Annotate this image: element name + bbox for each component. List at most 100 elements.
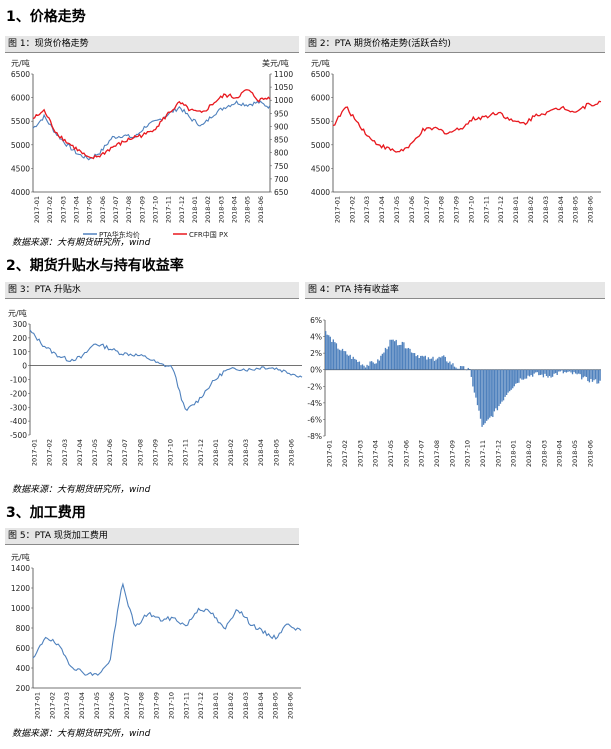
y-tick-label: 6% bbox=[310, 316, 322, 325]
y-tick-label: 6500 bbox=[311, 70, 330, 79]
x-tick-label: 2017-08 bbox=[136, 439, 144, 466]
x-tick-label: 2018-06 bbox=[257, 196, 265, 223]
carry-yield-bar bbox=[446, 361, 448, 370]
y-tick-label: 6500 bbox=[11, 70, 30, 79]
y-tick-label: -4% bbox=[307, 399, 322, 408]
carry-yield-bar bbox=[585, 369, 587, 378]
figure-1-divider bbox=[5, 52, 299, 53]
carry-yield-bar bbox=[400, 344, 402, 370]
carry-yield-bar bbox=[361, 364, 364, 370]
figure-3-divider bbox=[5, 298, 299, 299]
carry-yield-bar bbox=[335, 343, 338, 370]
carry-yield-bar bbox=[532, 369, 534, 377]
figure-5-divider bbox=[5, 544, 299, 545]
x-tick-label: 2018-05 bbox=[272, 439, 280, 466]
x-tick-label: 2018-02 bbox=[227, 692, 235, 719]
carry-yield-bar bbox=[587, 369, 589, 382]
chart-processing-fee: 元/吨 200 400 600 800 1000 1200 1400 2017-01 2017-0… bbox=[11, 552, 302, 719]
x-tick-label: 2017-01 bbox=[33, 196, 41, 223]
carry-yield-bar bbox=[440, 357, 442, 370]
carry-yield-bar bbox=[550, 369, 552, 378]
y2-tick-label: 700 bbox=[274, 175, 289, 184]
carry-yield-bar bbox=[443, 355, 445, 370]
x-tick-label: 2018-03 bbox=[242, 439, 250, 466]
carry-yield-bar bbox=[346, 354, 348, 370]
section-title-basis-carry: 2、期货升贴水与持有收益率 bbox=[6, 258, 184, 274]
x-tick-label: 2017-03 bbox=[363, 196, 371, 223]
carry-yield-bar bbox=[519, 369, 522, 379]
x-tick-label: 2017-11 bbox=[165, 196, 173, 223]
x-tick-label: 2017-10 bbox=[151, 196, 159, 223]
carry-yield-bar bbox=[512, 369, 514, 389]
x-tick-label: 2017-09 bbox=[138, 196, 146, 223]
carry-yield-bar bbox=[556, 369, 558, 375]
y-tick-label: 200 bbox=[13, 334, 28, 343]
carry-yield-bar bbox=[364, 367, 367, 370]
carry-yield-bar bbox=[542, 369, 545, 378]
carry-yield-bar bbox=[394, 341, 396, 370]
carry-yield-bar bbox=[424, 355, 426, 370]
carry-yield-bar bbox=[568, 369, 571, 372]
carry-yield-bar bbox=[358, 361, 361, 370]
x-tick-label: 2017-06 bbox=[408, 196, 416, 223]
y-tick-label: 5500 bbox=[11, 117, 30, 126]
y-tick-label: 800 bbox=[16, 624, 31, 633]
series-line-1 bbox=[32, 582, 302, 677]
carry-yield-bar bbox=[418, 358, 420, 370]
carry-yield-bar bbox=[571, 369, 574, 375]
carry-yield-bar bbox=[397, 345, 399, 370]
series-line-1 bbox=[32, 100, 271, 161]
carry-yield-bar bbox=[374, 363, 376, 370]
x-tick-label: 2017-11 bbox=[182, 439, 190, 466]
carry-yield-bar bbox=[509, 369, 511, 392]
x-tick-label: 2018-04 bbox=[556, 440, 564, 467]
carry-yield-bar bbox=[599, 369, 601, 381]
section-title-processing-fee: 3、加工费用 bbox=[6, 505, 86, 521]
carry-yield-bar bbox=[390, 339, 393, 370]
x-tick-label: 2018-05 bbox=[272, 692, 280, 719]
figure-5-caption: 图 5：PTA 现货加工费用 bbox=[5, 528, 299, 544]
chart-spot-price: 元/吨 美元/吨 4000 4500 5000 5500 6000 6500 650 700 750… bbox=[11, 58, 293, 239]
chart-basis: 元/吨 -500 -400 -300 -200 -100 0 100 200 300 2017-01… bbox=[8, 308, 303, 466]
y-tick-label: 300 bbox=[13, 320, 28, 329]
chart-futures-price: 元/吨 4000 4500 5000 5500 6000 6500 2017-01 2017-0… bbox=[311, 58, 602, 223]
x-tick-label: 2017-04 bbox=[76, 439, 84, 466]
x-tick-label: 2017-02 bbox=[46, 439, 54, 466]
carry-yield-bar bbox=[528, 369, 531, 377]
y-tick-label: -2% bbox=[307, 382, 322, 391]
carry-yield-bar bbox=[413, 353, 416, 370]
carry-yield-bar bbox=[597, 369, 600, 384]
carry-yield-bar bbox=[499, 369, 502, 404]
carry-yield-bar bbox=[378, 360, 380, 370]
x-tick-label: 2017-02 bbox=[341, 440, 349, 467]
carry-yield-bar bbox=[574, 369, 577, 374]
x-tick-label: 2017-01 bbox=[326, 440, 334, 467]
x-tick-label: 2017-11 bbox=[182, 692, 190, 719]
x-tick-label: 2017-06 bbox=[106, 439, 114, 466]
carry-yield-bar bbox=[570, 369, 572, 373]
carry-yield-bar bbox=[395, 339, 397, 370]
carry-yield-bar bbox=[444, 356, 446, 370]
x-tick-label: 2018-01 bbox=[212, 439, 220, 466]
y2-tick-label: 900 bbox=[274, 122, 289, 131]
carry-yield-bar bbox=[392, 339, 394, 370]
carry-yield-bar bbox=[545, 369, 548, 377]
x-tick-label: 2017-08 bbox=[138, 692, 146, 719]
carry-yield-bar bbox=[578, 369, 580, 374]
carry-yield-bar bbox=[403, 342, 405, 370]
carry-yield-bar bbox=[409, 348, 411, 370]
carry-yield-bar bbox=[591, 369, 594, 382]
carry-yield-bar bbox=[455, 367, 457, 370]
carry-yield-bar bbox=[579, 369, 581, 375]
carry-yield-bar bbox=[354, 358, 356, 370]
carry-yield-bar bbox=[547, 369, 549, 378]
carry-yield-bar bbox=[387, 346, 390, 370]
figure-2-caption: 图 2：PTA 期货价格走势(活跃合约) bbox=[305, 36, 605, 52]
x-tick-label: 2017-03 bbox=[59, 196, 67, 223]
carry-yield-bar bbox=[349, 354, 351, 370]
carry-yield-bar bbox=[492, 369, 494, 418]
y-tick-label: -500 bbox=[10, 431, 27, 440]
y-tick-label: 4000 bbox=[311, 188, 330, 197]
x-tick-label: 2017-12 bbox=[197, 439, 205, 466]
y-tick-label: 1400 bbox=[11, 564, 30, 573]
